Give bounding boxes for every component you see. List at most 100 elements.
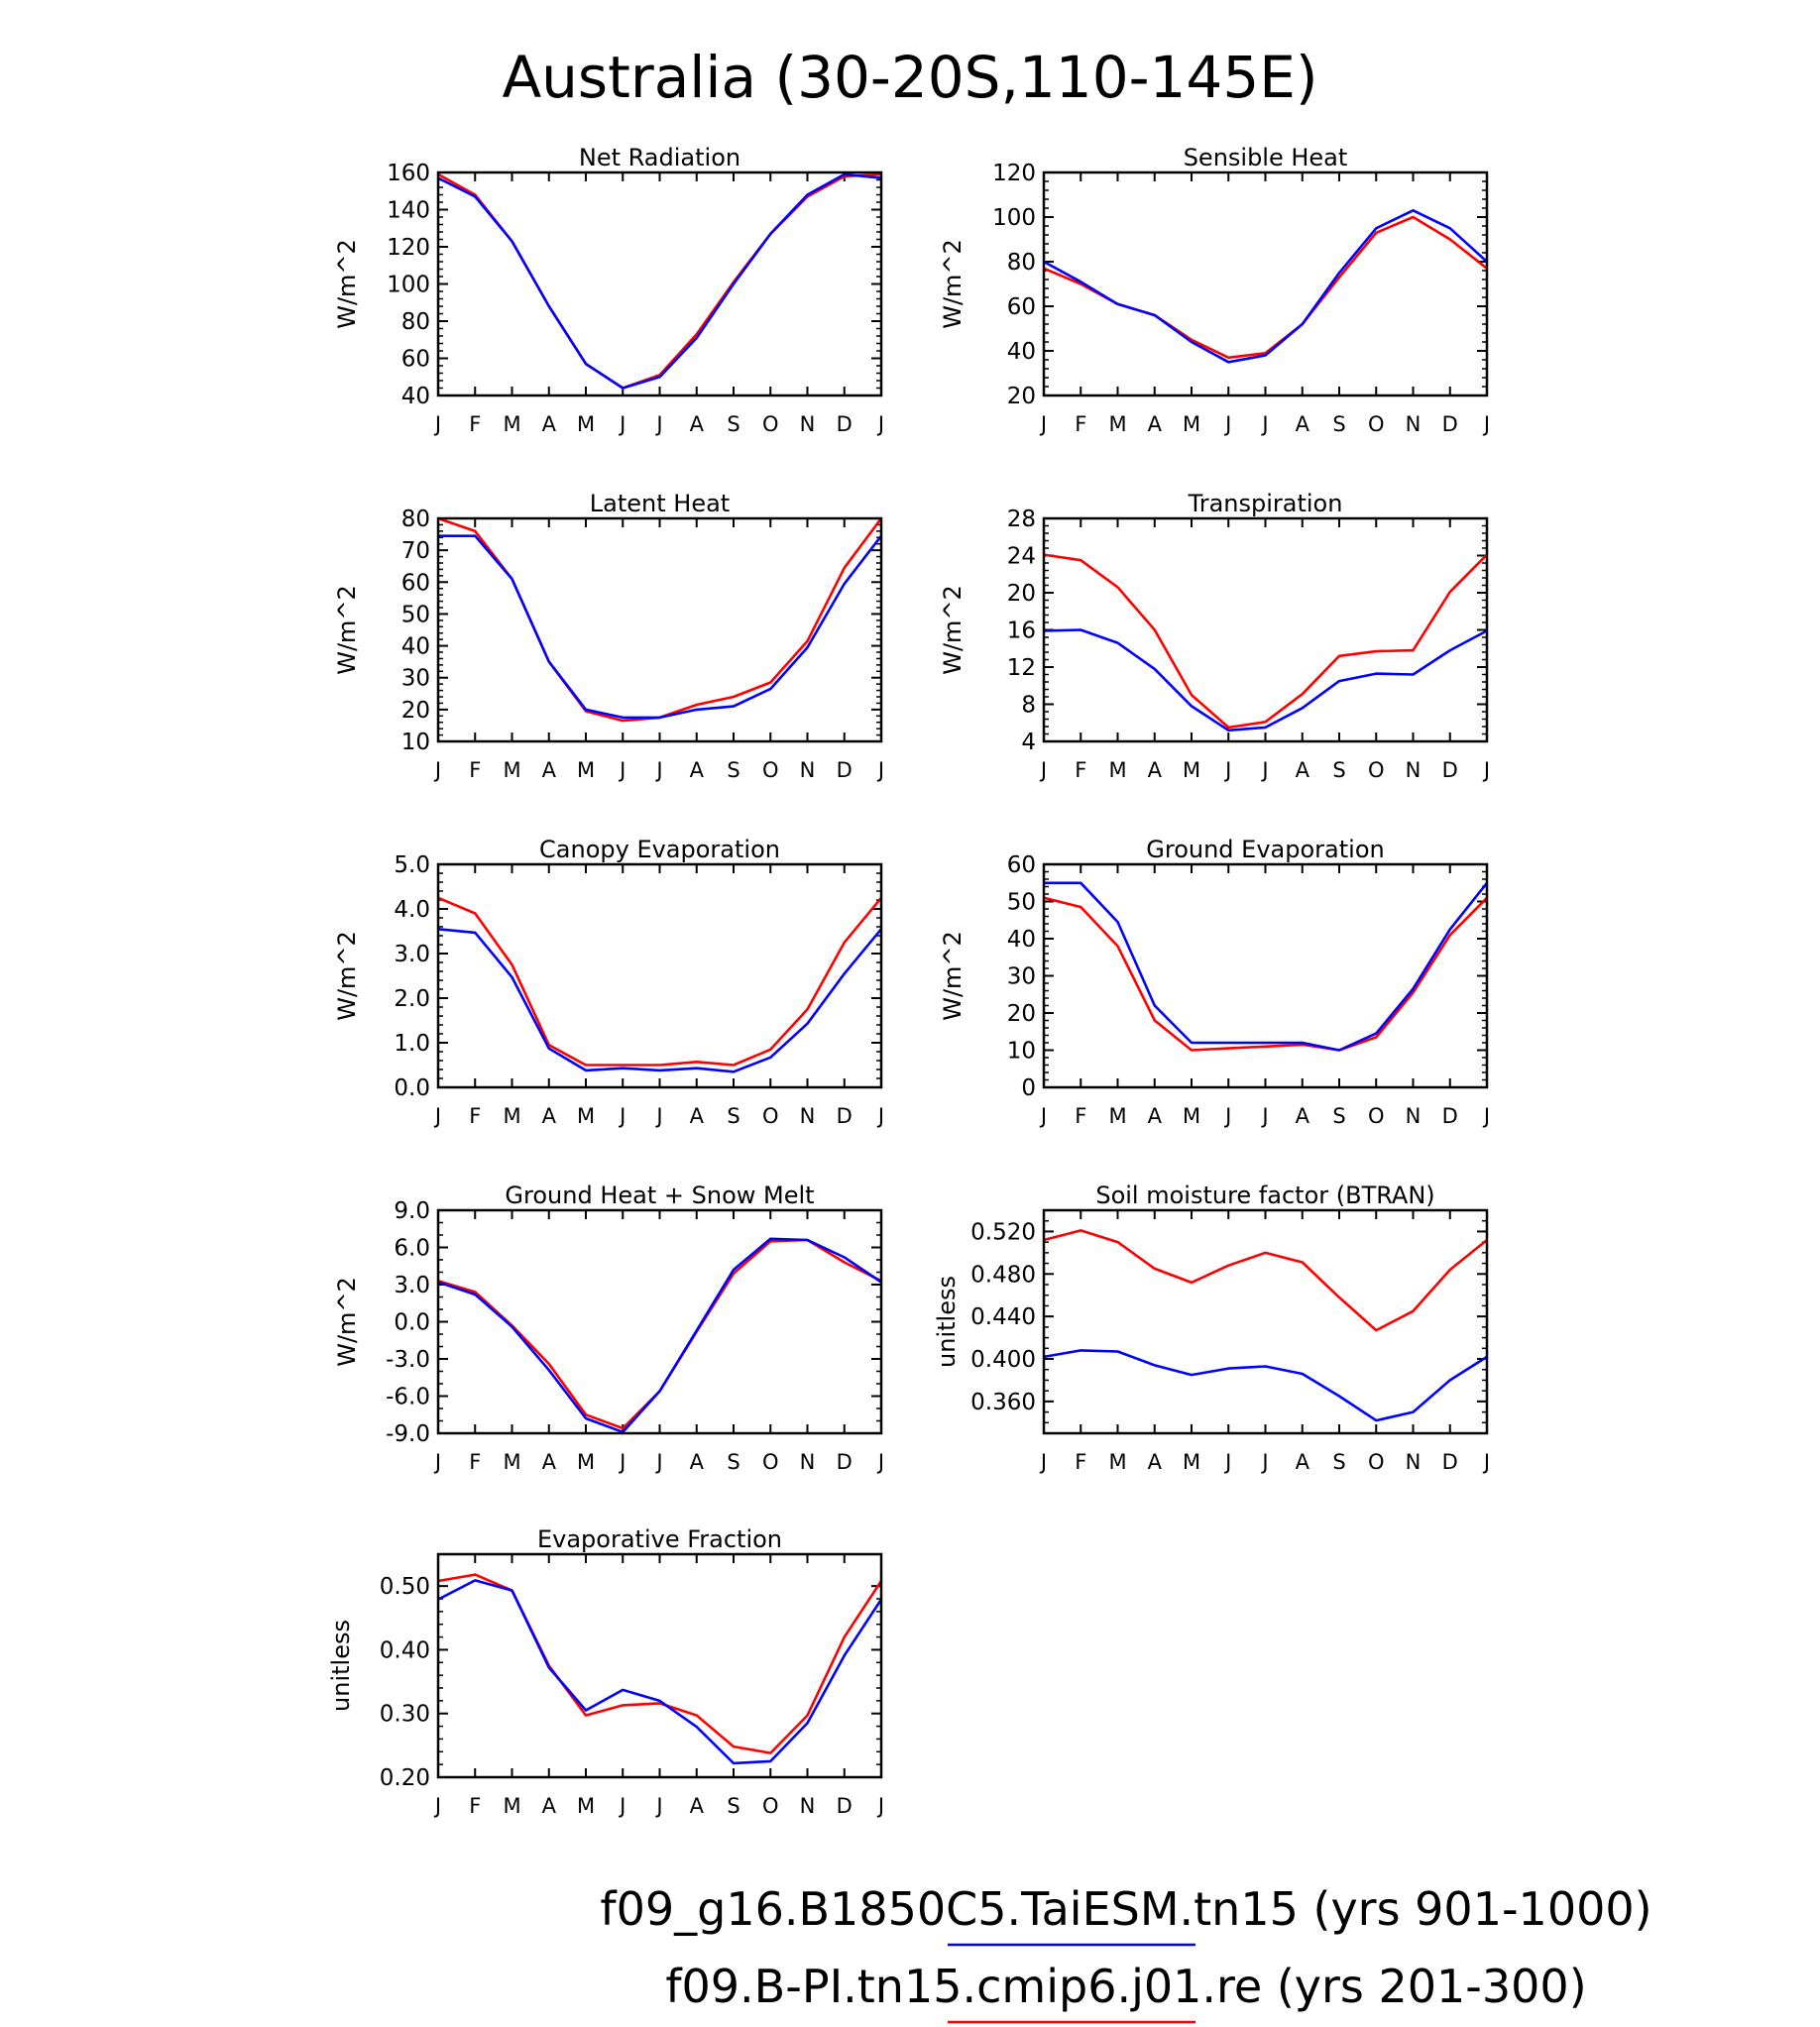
x-tick-label: M <box>577 1450 595 1474</box>
x-tick-label: A <box>1296 1104 1310 1128</box>
x-tick-label: M <box>503 412 520 436</box>
x-tick-label: S <box>1332 758 1345 782</box>
y-tick-label: 3.0 <box>394 942 430 967</box>
x-tick-label: J <box>618 1450 626 1474</box>
series-line-red <box>437 1238 882 1430</box>
y-tick-label: 28 <box>1007 507 1036 532</box>
series-line-red <box>437 516 883 723</box>
y-tick-label: 50 <box>401 602 430 627</box>
x-tick-label: J <box>1039 1104 1047 1128</box>
x-tick-label: O <box>1368 1450 1385 1474</box>
y-tick-label: 40 <box>1007 927 1036 953</box>
x-tick-label: O <box>1368 758 1385 782</box>
x-tick-label: J <box>1260 1104 1268 1128</box>
y-tick-label: 100 <box>992 205 1036 231</box>
x-tick-label: M <box>1108 1104 1126 1128</box>
plot-frame <box>1042 516 1489 743</box>
y-tick-label: 60 <box>401 570 430 596</box>
y-tick-label: 80 <box>1007 250 1036 276</box>
x-tick-label: M <box>1108 1450 1126 1474</box>
x-tick-label: J <box>618 758 626 782</box>
x-tick-label: F <box>469 758 481 782</box>
chart-title: Evaporative Fraction <box>537 1525 782 1553</box>
x-tick-label: J <box>876 1794 884 1818</box>
x-tick-label: O <box>762 412 779 436</box>
plot-frame <box>436 862 883 1089</box>
x-tick-label: J <box>1260 1450 1268 1474</box>
y-tick-label: 10 <box>401 730 430 755</box>
x-tick-label: A <box>690 1450 705 1474</box>
x-tick-label: J <box>433 1794 441 1818</box>
chart-title: Net Radiation <box>579 144 740 171</box>
series-line-blue <box>437 1237 882 1434</box>
series-line-blue <box>437 928 883 1073</box>
x-tick-label: F <box>1075 1104 1086 1128</box>
x-tick-label: J <box>1482 1104 1490 1128</box>
y-tick-label: 20 <box>1007 1001 1036 1027</box>
y-tick-label: 30 <box>1007 964 1036 990</box>
y-tick-label: 120 <box>387 235 430 261</box>
legend: f09_g16.B1850C5.TaiESM.tn15 (yrs 901-100… <box>600 1882 1652 2024</box>
y-tick-label: -6.0 <box>386 1385 430 1410</box>
y-tick-label: 100 <box>387 273 430 298</box>
y-tick-label: 0.400 <box>970 1347 1036 1373</box>
series-line-blue <box>437 172 882 390</box>
y-tick-label: 40 <box>401 384 430 409</box>
page-title: Australia (30-20S,110-145E) <box>502 44 1317 111</box>
plot-frame <box>436 170 883 397</box>
x-tick-label: F <box>1075 412 1086 436</box>
y-tick-label: 6.0 <box>394 1236 430 1262</box>
x-tick-label: M <box>1183 1104 1200 1128</box>
x-tick-label: M <box>1108 758 1126 782</box>
y-tick-label: 0.440 <box>970 1304 1036 1330</box>
x-tick-label: D <box>837 1450 853 1474</box>
x-tick-label: N <box>800 1450 816 1474</box>
x-tick-label: J <box>876 412 884 436</box>
x-tick-label: M <box>1183 1450 1200 1474</box>
x-tick-label: D <box>1442 758 1458 782</box>
series-line-red <box>1043 215 1488 360</box>
x-tick-label: J <box>1260 758 1268 782</box>
series-line-blue <box>1043 209 1488 364</box>
x-tick-label: S <box>727 1450 739 1474</box>
x-tick-label: O <box>1368 1104 1385 1128</box>
y-tick-label: 30 <box>401 666 430 692</box>
legend-label-taiesm: f09_g16.B1850C5.TaiESM.tn15 (yrs 901-100… <box>600 1882 1651 1936</box>
y-axis-label: W/m^2 <box>939 931 967 1021</box>
x-tick-label: M <box>577 1104 595 1128</box>
y-tick-label: 1.0 <box>394 1031 430 1057</box>
x-tick-label: O <box>1368 412 1385 436</box>
y-tick-label: -9.0 <box>386 1421 430 1447</box>
x-tick-label: J <box>1482 1450 1490 1474</box>
y-axis-label: W/m^2 <box>939 239 967 329</box>
x-tick-label: J <box>876 758 884 782</box>
x-tick-label: N <box>1406 412 1422 436</box>
x-tick-label: S <box>727 1794 739 1818</box>
y-tick-label: 60 <box>1007 294 1036 320</box>
x-tick-label: S <box>727 758 739 782</box>
x-tick-label: J <box>1223 1450 1231 1474</box>
x-tick-label: M <box>1183 412 1200 436</box>
x-tick-label: A <box>690 1794 705 1818</box>
x-tick-label: A <box>542 1794 557 1818</box>
y-tick-label: 0.360 <box>970 1390 1036 1415</box>
chart-title: Ground Heat + Snow Melt <box>505 1182 814 1209</box>
x-tick-label: J <box>654 758 662 782</box>
y-tick-label: 70 <box>401 538 430 564</box>
plot-frame <box>436 1208 883 1435</box>
y-tick-label: 3.0 <box>394 1273 430 1298</box>
x-tick-label: F <box>469 1450 481 1474</box>
y-tick-label: 0 <box>1021 1075 1036 1101</box>
x-tick-label: D <box>1442 1104 1458 1128</box>
y-tick-label: 0.480 <box>970 1262 1036 1288</box>
x-tick-label: S <box>727 1104 739 1128</box>
x-tick-label: N <box>800 1794 816 1818</box>
series-line-red <box>1043 553 1488 730</box>
x-tick-label: A <box>1296 758 1310 782</box>
y-tick-label: 80 <box>401 309 430 335</box>
y-tick-label: 10 <box>1007 1039 1036 1065</box>
plot-frame <box>1042 170 1489 397</box>
